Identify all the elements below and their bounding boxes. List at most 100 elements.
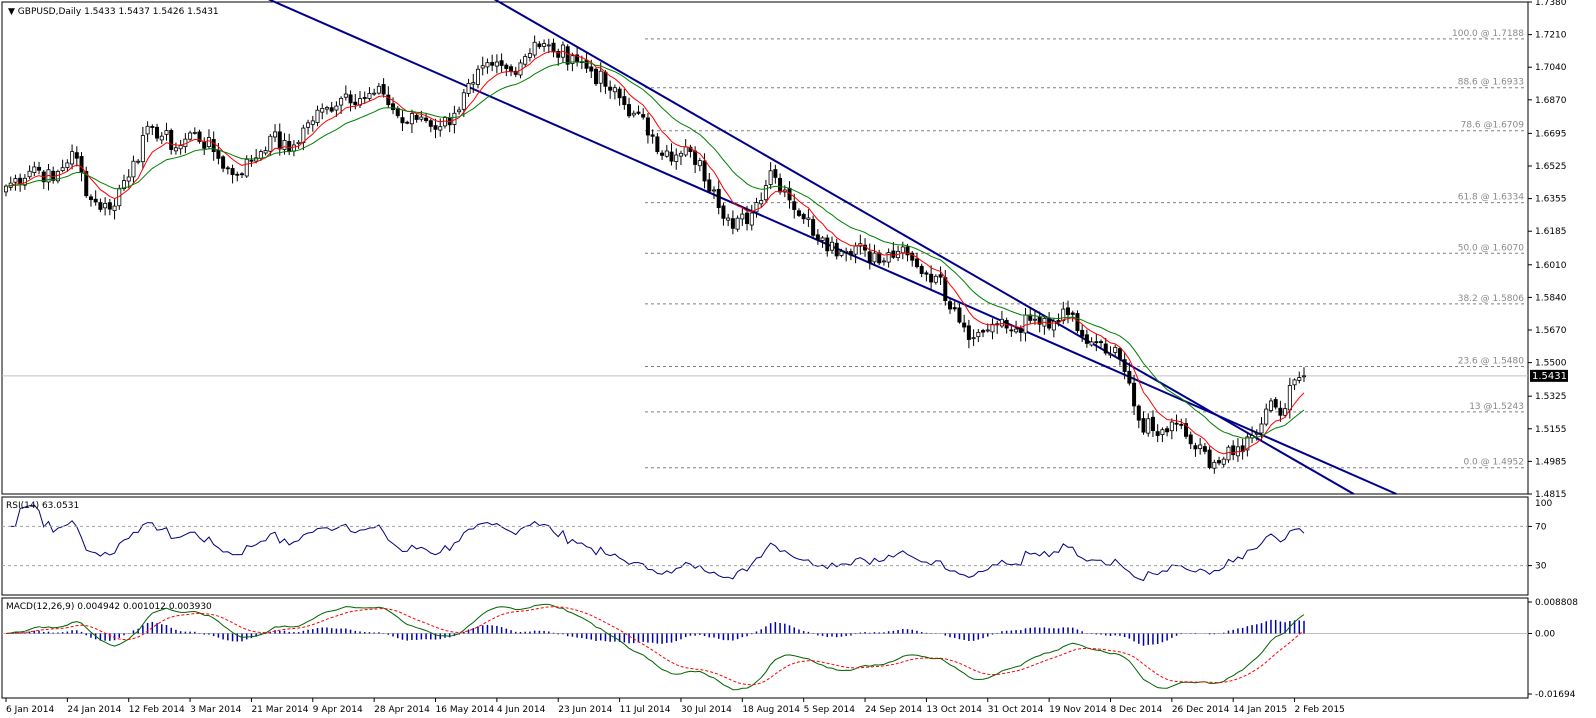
- candle: [943, 270, 948, 306]
- candle: [896, 245, 901, 262]
- candle-body: [461, 92, 466, 110]
- candle-body: [282, 140, 287, 150]
- candle: [499, 53, 504, 73]
- candle-body: [150, 126, 155, 128]
- candle-body: [768, 170, 773, 185]
- candle-body: [504, 64, 509, 69]
- macd-axis-label: 0.008808: [1535, 598, 1578, 608]
- candle-body: [952, 307, 957, 310]
- candle: [834, 238, 839, 260]
- candle: [367, 87, 372, 101]
- candle-body: [598, 70, 603, 84]
- candle: [1184, 418, 1189, 439]
- candle: [1169, 418, 1174, 440]
- candle: [310, 115, 315, 132]
- candle: [55, 169, 60, 184]
- candle: [315, 105, 320, 127]
- candle: [211, 131, 216, 161]
- price-axis-label: 1.7040: [1535, 63, 1567, 73]
- candle: [1212, 459, 1217, 474]
- candle-body: [268, 135, 273, 152]
- candle-body: [306, 122, 311, 128]
- candle-body: [811, 219, 816, 236]
- candle: [872, 244, 877, 267]
- candle-body: [962, 322, 967, 328]
- candle: [1245, 433, 1250, 457]
- candle-body: [910, 252, 915, 261]
- price-axis-label: 1.4815: [1535, 490, 1567, 500]
- candlesticks: [4, 35, 1307, 474]
- candle-body: [1094, 341, 1099, 344]
- candle-body: [565, 46, 570, 65]
- candle-body: [778, 177, 783, 193]
- price-axis-label: 1.6525: [1535, 162, 1567, 172]
- candle-body: [938, 274, 943, 278]
- candle: [768, 162, 773, 190]
- candle: [70, 144, 75, 170]
- candle: [759, 192, 764, 208]
- candle: [806, 209, 811, 227]
- candle-body: [905, 246, 910, 256]
- candle-body: [296, 141, 301, 144]
- candle-body: [1089, 341, 1094, 346]
- candle: [749, 204, 754, 231]
- candle-body: [929, 273, 934, 283]
- candle: [1188, 431, 1193, 449]
- rsi-axis: 70 30 100: [2, 499, 1552, 572]
- candle: [674, 148, 679, 170]
- candle: [112, 199, 117, 220]
- candle: [957, 303, 962, 324]
- candle: [740, 207, 745, 226]
- price-axis-label: 1.5500: [1535, 359, 1567, 369]
- candle: [277, 123, 282, 156]
- candle: [999, 310, 1004, 329]
- candle-body: [4, 185, 9, 193]
- candle-body: [1032, 318, 1037, 321]
- candle: [886, 248, 891, 268]
- candle-body: [853, 245, 858, 255]
- price-axis-label: 1.6010: [1535, 261, 1567, 271]
- candle: [721, 202, 726, 226]
- candle: [1226, 445, 1231, 463]
- candle: [787, 181, 792, 209]
- fib-level-label: 23.6 @ 1.5480: [1458, 356, 1525, 366]
- candle-body: [159, 135, 164, 141]
- moving-averages: [5, 50, 1305, 455]
- candle: [726, 213, 731, 227]
- rsi-series-line: [10, 504, 1305, 582]
- candle: [221, 155, 226, 173]
- candle-body: [140, 135, 145, 163]
- candle-body: [1297, 377, 1302, 381]
- candle: [617, 86, 622, 106]
- candle: [202, 137, 207, 156]
- price-axis-label: 1.5840: [1535, 293, 1567, 303]
- candle-body: [900, 246, 905, 254]
- candle: [1004, 317, 1009, 334]
- candle: [716, 180, 721, 215]
- candle: [811, 215, 816, 240]
- candle-body: [792, 201, 797, 210]
- candle: [122, 174, 127, 192]
- candle-body: [608, 86, 613, 91]
- candle: [745, 205, 750, 231]
- candle: [669, 143, 674, 166]
- candle: [1155, 424, 1160, 443]
- time-axis-label: 12 Feb 2014: [129, 705, 185, 715]
- candle: [466, 78, 471, 97]
- candle-body: [1245, 436, 1250, 451]
- candle: [1051, 318, 1056, 338]
- candle: [428, 118, 433, 133]
- candle: [1198, 437, 1203, 455]
- candle-body: [93, 198, 98, 203]
- candle-body: [631, 112, 636, 116]
- candle: [504, 63, 509, 77]
- candle-body: [537, 43, 542, 48]
- candle: [754, 197, 759, 218]
- time-axis-label: 30 Jul 2014: [681, 705, 732, 715]
- fib-level-label: 100.0 @ 1.7188: [1452, 29, 1524, 39]
- candle: [107, 199, 112, 216]
- candle: [1014, 320, 1019, 334]
- time-axis-label: 9 Apr 2014: [313, 705, 363, 715]
- candle: [707, 173, 712, 194]
- candle-body: [471, 82, 476, 85]
